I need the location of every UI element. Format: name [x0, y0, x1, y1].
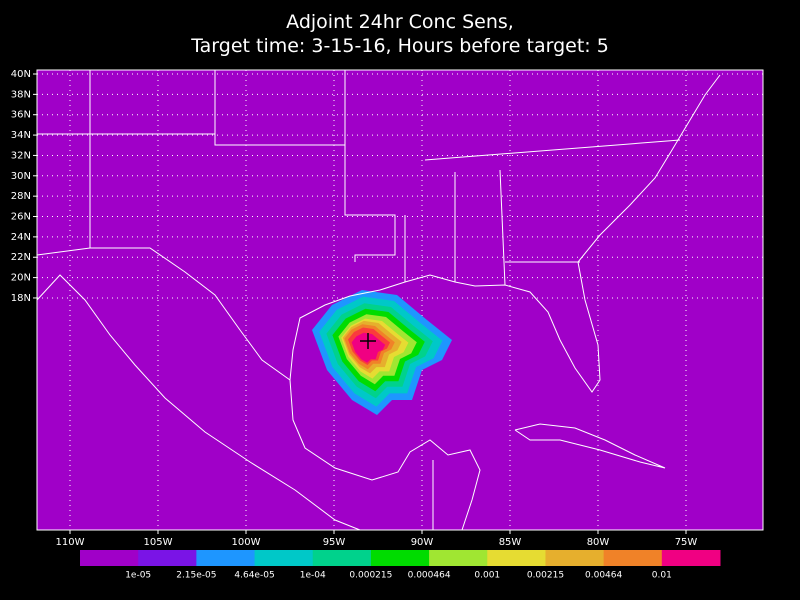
lon-label: 90W	[411, 537, 434, 548]
colorbar-label: 0.000464	[408, 571, 451, 581]
lon-label: 105W	[144, 537, 173, 548]
lat-label: 22N	[11, 252, 31, 263]
lat-label: 26N	[11, 212, 31, 223]
title-line: Target time: 3-15-16, Hours before targe…	[190, 35, 609, 57]
lat-label: 24N	[11, 232, 31, 243]
lat-label: 20N	[11, 273, 31, 284]
title-line: Adjoint 24hr Conc Sens,	[286, 11, 514, 33]
colorbar-label: 0.001	[474, 571, 500, 581]
colorbar-label: 4.64e-05	[234, 571, 274, 581]
colorbar-label: 2.15e-05	[176, 571, 216, 581]
lat-label: 32N	[11, 150, 31, 161]
colorbar-label: 1e-04	[300, 571, 326, 581]
lon-label: 100W	[232, 537, 261, 548]
lat-label: 36N	[11, 110, 31, 121]
colorbar-box	[370, 550, 430, 566]
colorbar-box	[196, 550, 256, 566]
lon-label: 80W	[587, 537, 610, 548]
colorbar-box	[429, 550, 488, 566]
colorbar-label: 0.00464	[585, 571, 622, 581]
colorbar-box	[80, 550, 139, 566]
colorbar-label: 0.000215	[349, 571, 392, 581]
lon-label: 85W	[499, 537, 522, 548]
lon-label: 95W	[323, 537, 346, 548]
lat-label: 40N	[11, 69, 31, 80]
colorbar-label: 0.00215	[527, 571, 564, 581]
colorbar-box	[603, 550, 663, 566]
colorbar-box	[545, 550, 605, 566]
lat-label: 30N	[11, 171, 31, 182]
colorbar-box	[487, 550, 546, 566]
colorbar-box	[254, 550, 314, 566]
lon-label: 75W	[675, 537, 698, 548]
coastlines	[36, 70, 721, 531]
lat-label: 34N	[11, 130, 31, 141]
target-marker	[360, 333, 376, 349]
colorbar: 1e-05 2.15e-05 4.64e-05 1e-04 0.000215 0.0004…	[80, 550, 721, 581]
grid	[37, 70, 763, 530]
lat-label: 38N	[11, 89, 31, 100]
lat-label: 18N	[11, 293, 31, 304]
colorbar-label: 0.01	[652, 571, 672, 581]
colorbar-box	[312, 550, 372, 566]
colorbar-box	[661, 550, 721, 566]
colorbar-box	[138, 550, 197, 566]
lat-label: 28N	[11, 191, 31, 202]
colorbar-label: 1e-05	[125, 571, 151, 581]
lon-label: 110W	[56, 537, 85, 548]
